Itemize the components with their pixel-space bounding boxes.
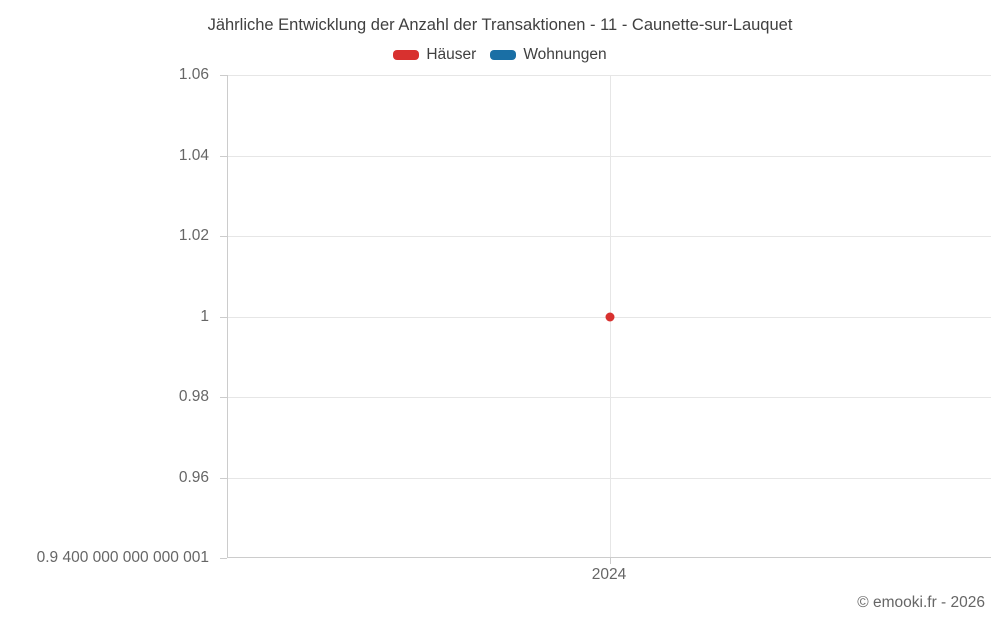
legend-item-wohnungen[interactable]: Wohnungen — [490, 46, 607, 64]
legend-label: Wohnungen — [523, 46, 607, 63]
legend-swatch-icon — [490, 50, 517, 60]
legend-label: Häuser — [426, 46, 477, 63]
y-axis-tick — [220, 75, 227, 76]
legend-swatch-icon — [393, 50, 420, 60]
y-axis-tick — [220, 477, 227, 479]
y-axis-tick — [220, 316, 227, 318]
horizontal-gridline — [228, 75, 991, 76]
y-tick-label: 1 — [200, 307, 209, 325]
y-axis-tick — [220, 155, 227, 157]
data-point-häuser[interactable] — [605, 312, 615, 321]
horizontal-gridline — [228, 477, 991, 479]
y-tick-label: 0.9 400 000 000 000 001 — [36, 549, 209, 566]
chart-title: Jährliche Entwicklung der Anzahl der Tra… — [207, 16, 793, 34]
x-tick-label: 2024 — [591, 566, 627, 583]
horizontal-gridline — [228, 397, 991, 398]
y-axis-tick — [220, 236, 227, 237]
x-axis-tick — [610, 558, 611, 564]
chart-legend: Häuser Wohnungen — [0, 46, 1000, 64]
plot-area — [220, 75, 991, 564]
y-tick-label: 1.04 — [178, 146, 209, 164]
y-axis-tick — [220, 558, 227, 559]
y-tick-label: 0.96 — [178, 468, 209, 486]
y-tick-label: 0.98 — [178, 388, 209, 405]
y-tick-label: 1.02 — [178, 227, 209, 244]
copyright-footer: © emooki.fr - 2026 — [857, 594, 985, 611]
horizontal-gridline — [228, 236, 991, 237]
horizontal-gridline — [228, 155, 991, 157]
legend-item-häuser[interactable]: Häuser — [393, 46, 476, 64]
y-tick-label: 1.06 — [178, 66, 209, 83]
y-axis-tick — [220, 397, 227, 398]
